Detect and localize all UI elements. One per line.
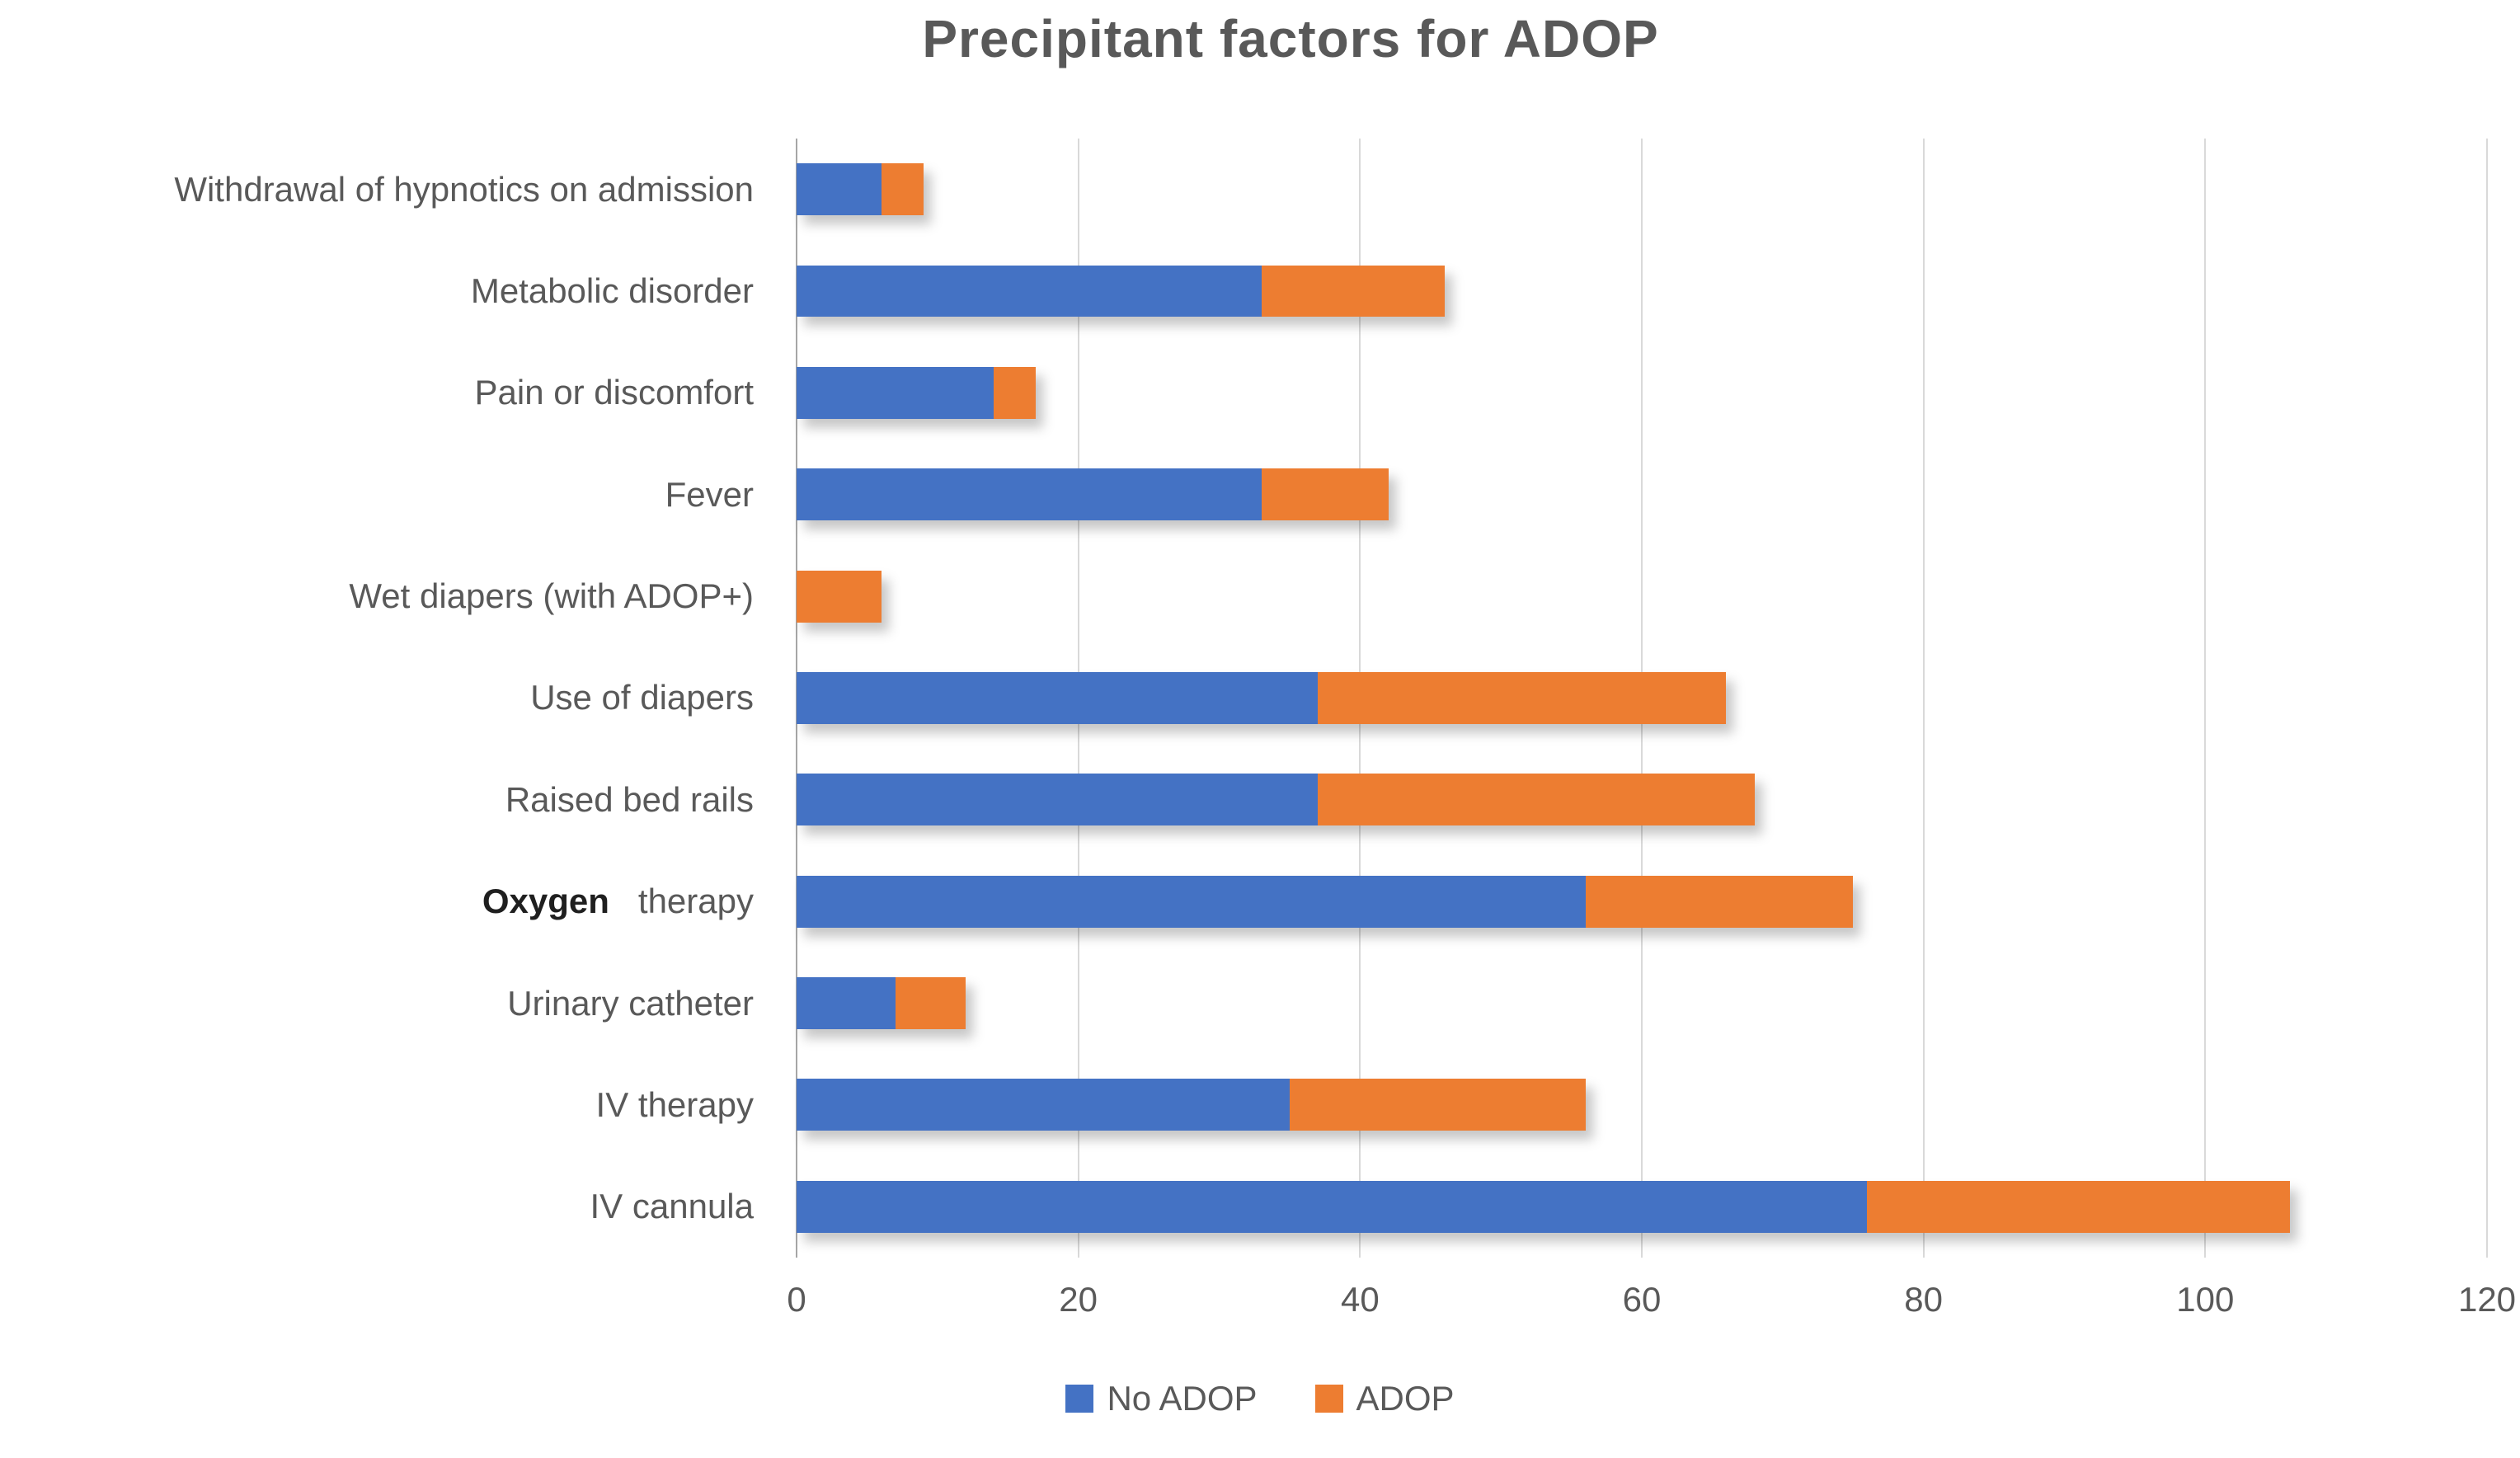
stacked-bar <box>797 366 1037 419</box>
bar-segment-no-adop <box>797 468 1262 521</box>
bar-segment-no-adop <box>797 163 882 216</box>
stacked-bar <box>797 1180 2290 1233</box>
chart-title: Precipitant factors for ADOP <box>922 9 1659 68</box>
legend-item-adop: ADOP <box>1314 1379 1455 1418</box>
stacked-bar <box>797 265 1445 317</box>
category-label: Pain or discomfort <box>474 373 754 412</box>
bar-row <box>797 240 2487 341</box>
category-label: Metabolic disorder <box>470 271 754 311</box>
bar-segment-no-adop <box>797 265 1262 317</box>
bar-segment-adop <box>1261 265 1445 317</box>
bar-row <box>797 444 2487 545</box>
bar-row <box>797 749 2487 850</box>
category-label: Oxygen therapy <box>482 882 754 921</box>
x-tick-label: 0 <box>787 1280 806 1319</box>
stacked-bar <box>797 875 1854 928</box>
category-label: Withdrawal of hypnotics on admission <box>174 169 754 209</box>
plot-area <box>796 139 2488 1258</box>
gridline <box>2204 139 2207 1258</box>
x-tick-label: 100 <box>2176 1280 2235 1319</box>
stacked-bar <box>797 570 882 623</box>
bar-row <box>797 952 2487 1054</box>
bar-segment-adop <box>1867 1180 2290 1233</box>
bar-segment-no-adop <box>797 1180 1868 1233</box>
x-tick-label: 120 <box>2457 1280 2517 1319</box>
bar-segment-adop <box>797 570 882 623</box>
bar-segment-adop <box>881 163 924 216</box>
stacked-bar <box>797 1079 1586 1131</box>
bar-row <box>797 1054 2487 1155</box>
gridline <box>2486 139 2488 1258</box>
bar-segment-no-adop <box>797 672 1319 724</box>
bar-row <box>797 545 2487 647</box>
category-label: Urinary catheter <box>507 983 754 1023</box>
x-tick-label: 20 <box>1059 1280 1098 1319</box>
legend-label-adop: ADOP <box>1356 1379 1455 1418</box>
legend-label-no-adop: No ADOP <box>1107 1379 1258 1418</box>
bar-segment-adop <box>1261 468 1389 521</box>
bar-row <box>797 1156 2487 1258</box>
category-label: IV therapy <box>595 1084 754 1124</box>
bar-segment-no-adop <box>797 366 994 419</box>
bar-segment-no-adop <box>797 875 1586 928</box>
category-label: Fever <box>665 474 754 514</box>
stacked-bar <box>797 977 966 1029</box>
bar-segment-adop <box>1289 1079 1586 1131</box>
bar-segment-no-adop <box>797 774 1319 826</box>
bar-segment-adop <box>895 977 966 1029</box>
legend-swatch-no-adop-icon <box>1065 1385 1094 1413</box>
x-tick-label: 80 <box>1904 1280 1944 1319</box>
legend: No ADOP ADOP <box>0 1379 2520 1418</box>
gridline <box>1922 139 1925 1258</box>
bar-row <box>797 139 2487 240</box>
legend-item-no-adop: No ADOP <box>1065 1379 1258 1418</box>
x-tick-label: 40 <box>1340 1280 1380 1319</box>
bar-row <box>797 342 2487 444</box>
legend-swatch-adop-icon <box>1314 1385 1343 1413</box>
category-label: Wet diapers (with ADOP+) <box>349 576 754 616</box>
stacked-bar <box>797 468 1389 521</box>
bar-row <box>797 647 2487 749</box>
bar-segment-adop <box>1318 672 1727 724</box>
category-label: Use of diapers <box>530 678 754 717</box>
stacked-bar <box>797 672 1727 724</box>
stacked-bar <box>797 163 924 216</box>
bar-segment-adop <box>1318 774 1755 826</box>
bar-segment-adop <box>1585 875 1854 928</box>
stacked-bar <box>797 774 1755 826</box>
category-axis: Withdrawal of hypnotics on admission Meta… <box>0 139 773 1258</box>
category-label: IV cannula <box>590 1187 754 1226</box>
bar-segment-no-adop <box>797 1079 1290 1131</box>
bar-row <box>797 851 2487 952</box>
category-label: Raised bed rails <box>505 779 754 819</box>
bar-segment-no-adop <box>797 977 896 1029</box>
bar-segment-adop <box>994 366 1037 419</box>
bar-rows <box>797 139 2487 1258</box>
x-tick-label: 60 <box>1622 1280 1662 1319</box>
